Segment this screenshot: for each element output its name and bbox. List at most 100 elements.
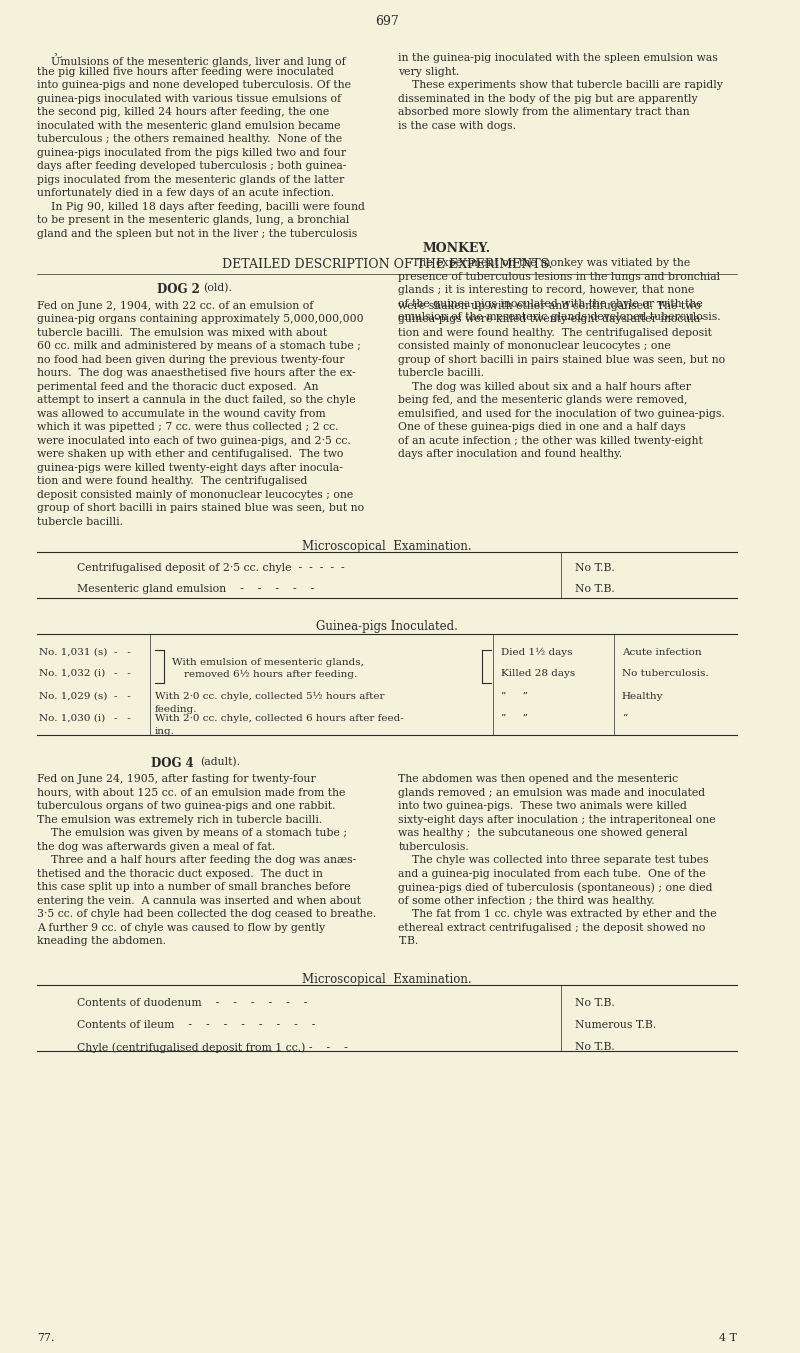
Text: The dog was killed about six and a half hours after: The dog was killed about six and a half … bbox=[398, 382, 691, 391]
Text: (old).: (old). bbox=[203, 283, 232, 294]
Text: tuberculous ; the others remained healthy.  None of the: tuberculous ; the others remained health… bbox=[37, 134, 342, 143]
Text: consisted mainly of mononuclear leucocytes ; one: consisted mainly of mononuclear leucocyt… bbox=[398, 341, 671, 350]
Text: gland and the spleen but not in the liver ; the tuberculosis: gland and the spleen but not in the live… bbox=[37, 229, 357, 238]
Text: glands ; it is interesting to record, however, that none: glands ; it is interesting to record, ho… bbox=[398, 285, 694, 295]
Text: emulsified, and used for the inoculation of two guinea-pigs.: emulsified, and used for the inoculation… bbox=[398, 409, 725, 418]
Text: Microscopical  Examination.: Microscopical Examination. bbox=[302, 973, 472, 985]
Text: 4 T: 4 T bbox=[719, 1333, 737, 1344]
Text: perimental feed and the thoracic duct exposed.  An: perimental feed and the thoracic duct ex… bbox=[37, 382, 318, 391]
Text: guinea-pig organs containing approximately 5,000,000,000: guinea-pig organs containing approximate… bbox=[37, 314, 363, 325]
Text: were shaken up with ether and centifugalised. The two: were shaken up with ether and centifugal… bbox=[398, 300, 702, 311]
Text: Microscopical  Examination.: Microscopical Examination. bbox=[302, 540, 472, 552]
Text: Guinea-pigs Inoculated.: Guinea-pigs Inoculated. bbox=[316, 620, 458, 632]
Text: DOG 4: DOG 4 bbox=[150, 756, 194, 770]
Text: These experiments show that tubercle bacilli are rapidly: These experiments show that tubercle bac… bbox=[398, 80, 723, 91]
Text: T.B.: T.B. bbox=[398, 936, 418, 946]
Text: Mesenteric gland emulsion    -    -    -    -    -: Mesenteric gland emulsion - - - - - bbox=[78, 583, 314, 594]
Text: into guinea-pigs and none developed tuberculosis. Of the: into guinea-pigs and none developed tube… bbox=[37, 80, 350, 91]
Text: Centrifugalised deposit of 2·5 cc. chyle  -  -  -  -  -: Centrifugalised deposit of 2·5 cc. chyle… bbox=[78, 563, 345, 572]
Text: entering the vein.  A cannula was inserted and when about: entering the vein. A cannula was inserte… bbox=[37, 896, 361, 905]
Text: The chyle was collected into three separate test tubes: The chyle was collected into three separ… bbox=[398, 855, 709, 865]
Text: 697: 697 bbox=[375, 15, 398, 28]
Text: 77.: 77. bbox=[37, 1333, 54, 1344]
Text: No. 1,029 (s): No. 1,029 (s) bbox=[38, 691, 107, 701]
Text: Healthy: Healthy bbox=[622, 691, 663, 701]
Text: the second pig, killed 24 hours after feeding, the one: the second pig, killed 24 hours after fe… bbox=[37, 107, 329, 116]
Text: very slight.: very slight. bbox=[398, 66, 460, 77]
Text: The emulsion was extremely rich in tubercle bacilli.: The emulsion was extremely rich in tuber… bbox=[37, 815, 322, 824]
Text: the pig killed five hours after feeding were inoculated: the pig killed five hours after feeding … bbox=[37, 66, 334, 77]
Text: ethereal extract centrifugalised ; the deposit showed no: ethereal extract centrifugalised ; the d… bbox=[398, 923, 706, 932]
Text: and a guinea-pig inoculated from each tube.  One of the: and a guinea-pig inoculated from each tu… bbox=[398, 869, 706, 878]
Text: Contents of ileum    -    -    -    -    -    -    -    -: Contents of ileum - - - - - - - - bbox=[78, 1020, 316, 1031]
Text: No T.B.: No T.B. bbox=[575, 999, 615, 1008]
Text: were inoculated into each of two guinea-pigs, and 2·5 cc.: were inoculated into each of two guinea-… bbox=[37, 436, 350, 445]
Text: DETAILED DESCRIPTION OF THE EXPERIMENTS.: DETAILED DESCRIPTION OF THE EXPERIMENTS. bbox=[222, 258, 552, 271]
Text: Three and a half hours after feeding the dog was anæs-: Three and a half hours after feeding the… bbox=[37, 855, 356, 865]
Text: feeding.: feeding. bbox=[154, 705, 198, 713]
Text: tubercle bacilli.  The emulsion was mixed with about: tubercle bacilli. The emulsion was mixed… bbox=[37, 327, 327, 337]
Text: in the guinea-pig inoculated with the spleen emulsion was: in the guinea-pig inoculated with the sp… bbox=[398, 53, 718, 64]
Text: deposit consisted mainly of mononuclear leucocytes ; one: deposit consisted mainly of mononuclear … bbox=[37, 490, 353, 499]
Text: the dog was afterwards given a meal of fat.: the dog was afterwards given a meal of f… bbox=[37, 842, 275, 851]
Text: -   -: - - bbox=[114, 648, 131, 656]
Text: tuberculous organs of two guinea-pigs and one rabbit.: tuberculous organs of two guinea-pigs an… bbox=[37, 801, 335, 810]
Text: Died 1½ days: Died 1½ days bbox=[501, 648, 572, 656]
Text: this case split up into a number of small branches before: this case split up into a number of smal… bbox=[37, 882, 350, 892]
Text: A further 9 cc. of chyle was caused to flow by gently: A further 9 cc. of chyle was caused to f… bbox=[37, 923, 325, 932]
Text: No. 1,030 (i): No. 1,030 (i) bbox=[38, 713, 105, 723]
Text: (adult).: (adult). bbox=[200, 756, 240, 767]
Text: of the guinea-pigs inoculated with the chyle or with the: of the guinea-pigs inoculated with the c… bbox=[398, 299, 703, 308]
Text: Chyle (centrifugalised deposit from 1 cc.) -    -    -: Chyle (centrifugalised deposit from 1 cc… bbox=[78, 1043, 348, 1053]
Text: Fed on June 24, 1905, after fasting for twenty-four: Fed on June 24, 1905, after fasting for … bbox=[37, 774, 315, 783]
Text: No. 1,032 (i): No. 1,032 (i) bbox=[38, 668, 105, 678]
Text: The experiment on the monkey was vitiated by the: The experiment on the monkey was vitiate… bbox=[398, 258, 690, 268]
Text: -   -: - - bbox=[114, 691, 131, 701]
Text: No T.B.: No T.B. bbox=[575, 583, 615, 594]
Text: was allowed to accumulate in the wound cavity from: was allowed to accumulate in the wound c… bbox=[37, 409, 326, 418]
Text: No tuberculosis.: No tuberculosis. bbox=[622, 668, 708, 678]
Text: guinea-pigs inoculated from the pigs killed two and four: guinea-pigs inoculated from the pigs kil… bbox=[37, 147, 346, 157]
Text: removed 6½ hours after feeding.: removed 6½ hours after feeding. bbox=[184, 670, 357, 679]
Text: guinea-pigs were killed twenty-eight days after inocula-: guinea-pigs were killed twenty-eight day… bbox=[37, 463, 342, 472]
Text: ”: ” bbox=[622, 713, 627, 723]
Text: Contents of duodenum    -    -    -    -    -    -: Contents of duodenum - - - - - - bbox=[78, 999, 308, 1008]
Text: thetised and the thoracic duct exposed.  The duct in: thetised and the thoracic duct exposed. … bbox=[37, 869, 322, 878]
Text: The abdomen was then opened and the mesenteric: The abdomen was then opened and the mese… bbox=[398, 774, 678, 783]
Text: tuberculosis.: tuberculosis. bbox=[398, 842, 469, 851]
Text: guinea-pigs were killed twenty-eight days after inocula-: guinea-pigs were killed twenty-eight day… bbox=[398, 314, 704, 325]
Text: pigs inoculated from the mesenteric glands of the latter: pigs inoculated from the mesenteric glan… bbox=[37, 175, 344, 184]
Text: ”     ”: ” ” bbox=[501, 713, 528, 723]
Text: was healthy ;  the subcutaneous one showed general: was healthy ; the subcutaneous one showe… bbox=[398, 828, 688, 838]
Text: No T.B.: No T.B. bbox=[575, 563, 615, 572]
Text: tion and were found healthy.  The centrifugalised: tion and were found healthy. The centrif… bbox=[37, 476, 307, 486]
Text: -   -: - - bbox=[114, 713, 131, 723]
Text: attempt to insert a cannula in the duct failed, so the chyle: attempt to insert a cannula in the duct … bbox=[37, 395, 355, 405]
Text: Ửmulsions of the mesenteric glands, liver and lung of: Ửmulsions of the mesenteric glands, live… bbox=[37, 53, 346, 66]
Text: MONKEY.: MONKEY. bbox=[422, 242, 490, 254]
Text: In Pig 90, killed 18 days after feeding, bacilli were found: In Pig 90, killed 18 days after feeding,… bbox=[37, 202, 365, 211]
Text: emulsion of the mesenteric glands developed tuberculosis.: emulsion of the mesenteric glands develo… bbox=[398, 313, 721, 322]
Text: of some other infection ; the third was healthy.: of some other infection ; the third was … bbox=[398, 896, 655, 905]
Text: The emulsion was given by means of a stomach tube ;: The emulsion was given by means of a sto… bbox=[37, 828, 346, 838]
Text: With 2·0 cc. chyle, collected 6 hours after feed-: With 2·0 cc. chyle, collected 6 hours af… bbox=[154, 713, 403, 723]
Text: absorbed more slowly from the alimentary tract than: absorbed more slowly from the alimentary… bbox=[398, 107, 690, 116]
Text: sixty-eight days after inoculation ; the intraperitoneal one: sixty-eight days after inoculation ; the… bbox=[398, 815, 716, 824]
Text: no food had been given during the previous twenty-four: no food had been given during the previo… bbox=[37, 354, 344, 364]
Text: disseminated in the body of the pig but are apparently: disseminated in the body of the pig but … bbox=[398, 93, 698, 103]
Text: No T.B.: No T.B. bbox=[575, 1043, 615, 1053]
Text: of an acute infection ; the other was killed twenty-eight: of an acute infection ; the other was ki… bbox=[398, 436, 703, 445]
Text: to be present in the mesenteric glands, lung, a bronchial: to be present in the mesenteric glands, … bbox=[37, 215, 349, 225]
Text: group of short bacilli in pairs stained blue was seen, but no: group of short bacilli in pairs stained … bbox=[37, 503, 364, 513]
Text: guinea-pigs inoculated with various tissue emulsions of: guinea-pigs inoculated with various tiss… bbox=[37, 93, 341, 103]
Text: One of these guinea-pigs died in one and a half days: One of these guinea-pigs died in one and… bbox=[398, 422, 686, 432]
Text: presence of tuberculous lesions in the lungs and bronchial: presence of tuberculous lesions in the l… bbox=[398, 272, 721, 281]
Text: glands removed ; an emulsion was made and inoculated: glands removed ; an emulsion was made an… bbox=[398, 787, 706, 797]
Text: being fed, and the mesenteric glands were removed,: being fed, and the mesenteric glands wer… bbox=[398, 395, 688, 405]
Text: is the case with dogs.: is the case with dogs. bbox=[398, 120, 516, 130]
Text: into two guinea-pigs.  These two animals were killed: into two guinea-pigs. These two animals … bbox=[398, 801, 687, 810]
Text: No. 1,031 (s): No. 1,031 (s) bbox=[38, 648, 107, 656]
Text: 3·5 cc. of chyle had been collected the dog ceased to breathe.: 3·5 cc. of chyle had been collected the … bbox=[37, 909, 376, 919]
Text: were shaken up with ether and centifugalised.  The two: were shaken up with ether and centifugal… bbox=[37, 449, 343, 459]
Text: Numerous T.B.: Numerous T.B. bbox=[575, 1020, 657, 1031]
